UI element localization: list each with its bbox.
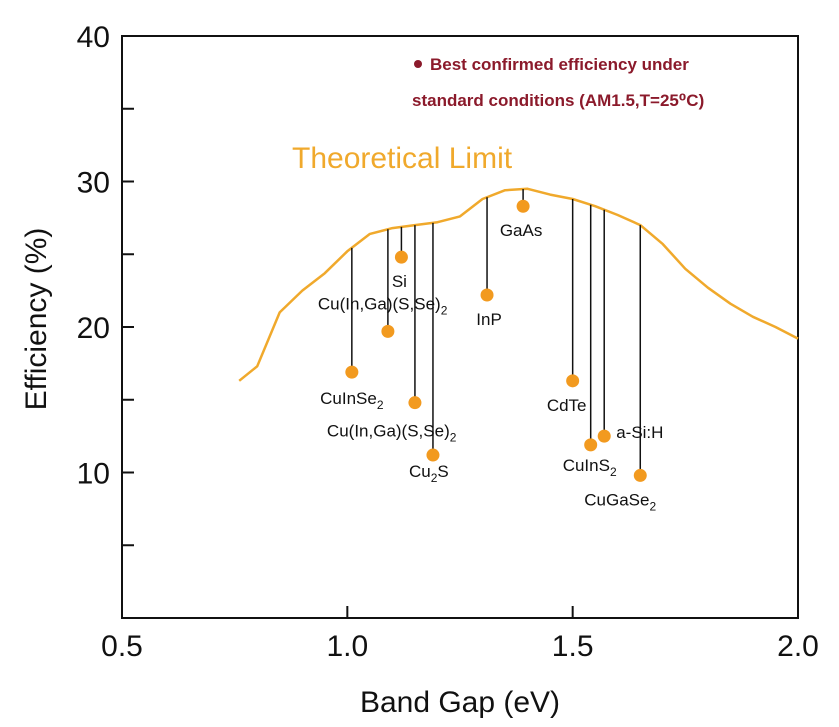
data-point-group: CuInS2 xyxy=(563,204,617,479)
data-point-group: CuInSe2 xyxy=(320,247,384,412)
x-axis-title: Band Gap (eV) xyxy=(360,686,560,719)
data-point-group: GaAs xyxy=(500,189,543,240)
theoretical-limit-line xyxy=(238,187,799,382)
data-point-label: Cu(In,Ga)(S,Se)2 xyxy=(327,422,457,445)
plot-frame xyxy=(121,35,799,619)
data-point-label: InP xyxy=(476,310,502,329)
data-point-marker xyxy=(566,374,580,388)
data-point-label: CuInSe2 xyxy=(320,389,384,412)
y-tick-label: 10 xyxy=(77,458,110,491)
axes-group: 0.5 1.0 1.5 2.0 10 20 30 40 Band Gap (eV) Efficie… xyxy=(20,21,819,719)
legend-line-1: Best confirmed efficiency under xyxy=(430,55,689,74)
data-point-group: Cu(In,Ga)(S,Se)2 xyxy=(318,229,448,338)
legend-marker xyxy=(414,60,422,68)
data-point-label: CdTe xyxy=(547,396,587,415)
y-tick-label: 20 xyxy=(77,312,110,345)
y-axis-title: Efficiency (%) xyxy=(20,228,53,411)
y-tick-label: 40 xyxy=(77,21,110,54)
data-point-marker xyxy=(584,438,598,452)
data-point-label: CuInS2 xyxy=(563,456,617,479)
data-point-group: CdTe xyxy=(547,198,587,415)
data-point-label: CuGaSe2 xyxy=(584,490,656,513)
legend-line-2: standard conditions (AM1.5,T=25⁰C) xyxy=(412,91,704,110)
data-point-marker xyxy=(381,324,395,338)
x-tick-label: 1.5 xyxy=(552,630,594,663)
x-tick-label: 1.0 xyxy=(326,630,368,663)
y-tick-label: 30 xyxy=(77,167,110,200)
data-points-group: CuInSe2 Cu(In,Ga)(S,Se)2 Si Cu(In,Ga)(S,Se)… xyxy=(318,189,663,513)
data-point-group: Cu(In,Ga)(S,Se)2 xyxy=(327,225,457,445)
data-point-marker xyxy=(516,199,530,213)
data-point-marker xyxy=(426,448,440,462)
data-point-marker xyxy=(394,250,408,264)
data-point-group: Si xyxy=(392,226,408,291)
data-point-label: Cu2S xyxy=(409,462,449,485)
data-point-marker xyxy=(480,288,494,302)
data-point-group: CuGaSe2 xyxy=(584,225,656,513)
data-point-marker xyxy=(345,365,359,379)
data-point-marker xyxy=(633,468,647,482)
legend: Best confirmed efficiency under standard … xyxy=(412,55,704,110)
theoretical-limit-group: Theoretical Limit xyxy=(238,142,799,382)
data-point-label: Cu(In,Ga)(S,Se)2 xyxy=(318,294,448,317)
x-tick-label: 0.5 xyxy=(101,630,143,663)
data-point-label: Si xyxy=(392,272,407,291)
theoretical-limit-label: Theoretical Limit xyxy=(292,142,513,175)
x-tick-label: 2.0 xyxy=(777,630,819,663)
data-point-group: InP xyxy=(476,197,502,329)
data-point-marker xyxy=(597,429,611,443)
data-point-marker xyxy=(408,396,422,410)
data-point-label: GaAs xyxy=(500,221,543,240)
data-point-group: a-Si:H xyxy=(597,209,663,443)
data-point-group: Cu2S xyxy=(409,222,449,485)
